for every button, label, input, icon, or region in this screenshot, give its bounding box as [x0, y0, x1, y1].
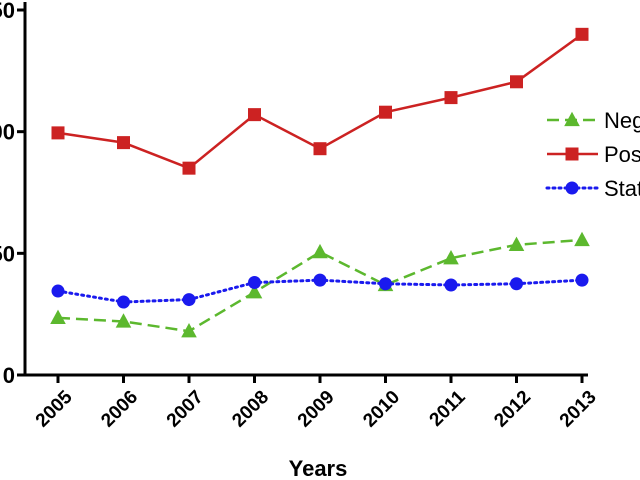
data-point — [510, 277, 523, 291]
y-axis-ticks: 0 50 100 150 — [0, 0, 25, 388]
data-point — [182, 293, 196, 307]
x-tick-label: 2007 — [163, 387, 208, 432]
data-point — [115, 313, 132, 328]
data-point — [313, 273, 327, 287]
y-tick-label: 0 — [3, 363, 15, 388]
data-point — [574, 231, 590, 247]
x-axis-ticks: 2005 2006 2007 2008 2009 2010 2011 2012 2013 — [32, 375, 601, 431]
legend: Neg Pos Stat — [545, 108, 640, 201]
data-point — [510, 75, 523, 89]
data-point — [379, 277, 392, 291]
y-tick-label: 150 — [0, 0, 15, 23]
x-tick-label: 2006 — [97, 387, 142, 432]
data-point — [444, 278, 458, 292]
data-point — [443, 250, 459, 265]
x-tick-label: 2008 — [228, 387, 273, 432]
data-point — [50, 309, 66, 324]
x-tick-label: 2009 — [294, 387, 339, 432]
data-point — [508, 236, 525, 251]
x-axis-label: Years — [289, 456, 348, 480]
data-point — [248, 276, 261, 290]
series-layer — [50, 27, 590, 338]
data-point — [248, 108, 261, 122]
x-tick-label: 2013 — [556, 387, 601, 432]
data-point — [181, 323, 197, 338]
x-tick-label: 2011 — [426, 386, 470, 430]
legend-item: Pos — [547, 142, 640, 167]
x-tick-label: 2005 — [32, 386, 77, 431]
series-line — [57, 238, 583, 333]
data-point — [51, 284, 65, 298]
data-point — [575, 273, 589, 287]
x-tick-label: 2012 — [490, 387, 535, 432]
triangle-marker-icon — [564, 111, 580, 127]
series-stat — [51, 273, 589, 309]
data-point — [379, 105, 392, 119]
circle-marker-icon — [565, 181, 579, 195]
legend-item: Neg — [547, 108, 640, 133]
data-point — [117, 136, 130, 150]
data-point — [575, 27, 589, 41]
x-tick-label: 2010 — [359, 387, 404, 432]
data-point — [312, 243, 328, 259]
data-point — [117, 295, 130, 309]
legend-item: Stat — [545, 176, 640, 201]
data-point — [246, 284, 263, 299]
legend-label: Neg — [604, 108, 640, 133]
y-tick-label: 100 — [0, 120, 15, 145]
square-marker-icon — [565, 147, 579, 161]
data-point — [444, 91, 458, 105]
legend-label: Pos — [604, 142, 640, 167]
data-point — [51, 126, 65, 140]
chart-axes — [23, 2, 588, 377]
data-point — [182, 161, 196, 175]
y-tick-label: 50 — [0, 241, 15, 266]
legend-label: Stat — [604, 176, 640, 201]
series-pos — [51, 27, 589, 175]
series-neg — [50, 231, 590, 338]
data-point — [313, 142, 327, 156]
